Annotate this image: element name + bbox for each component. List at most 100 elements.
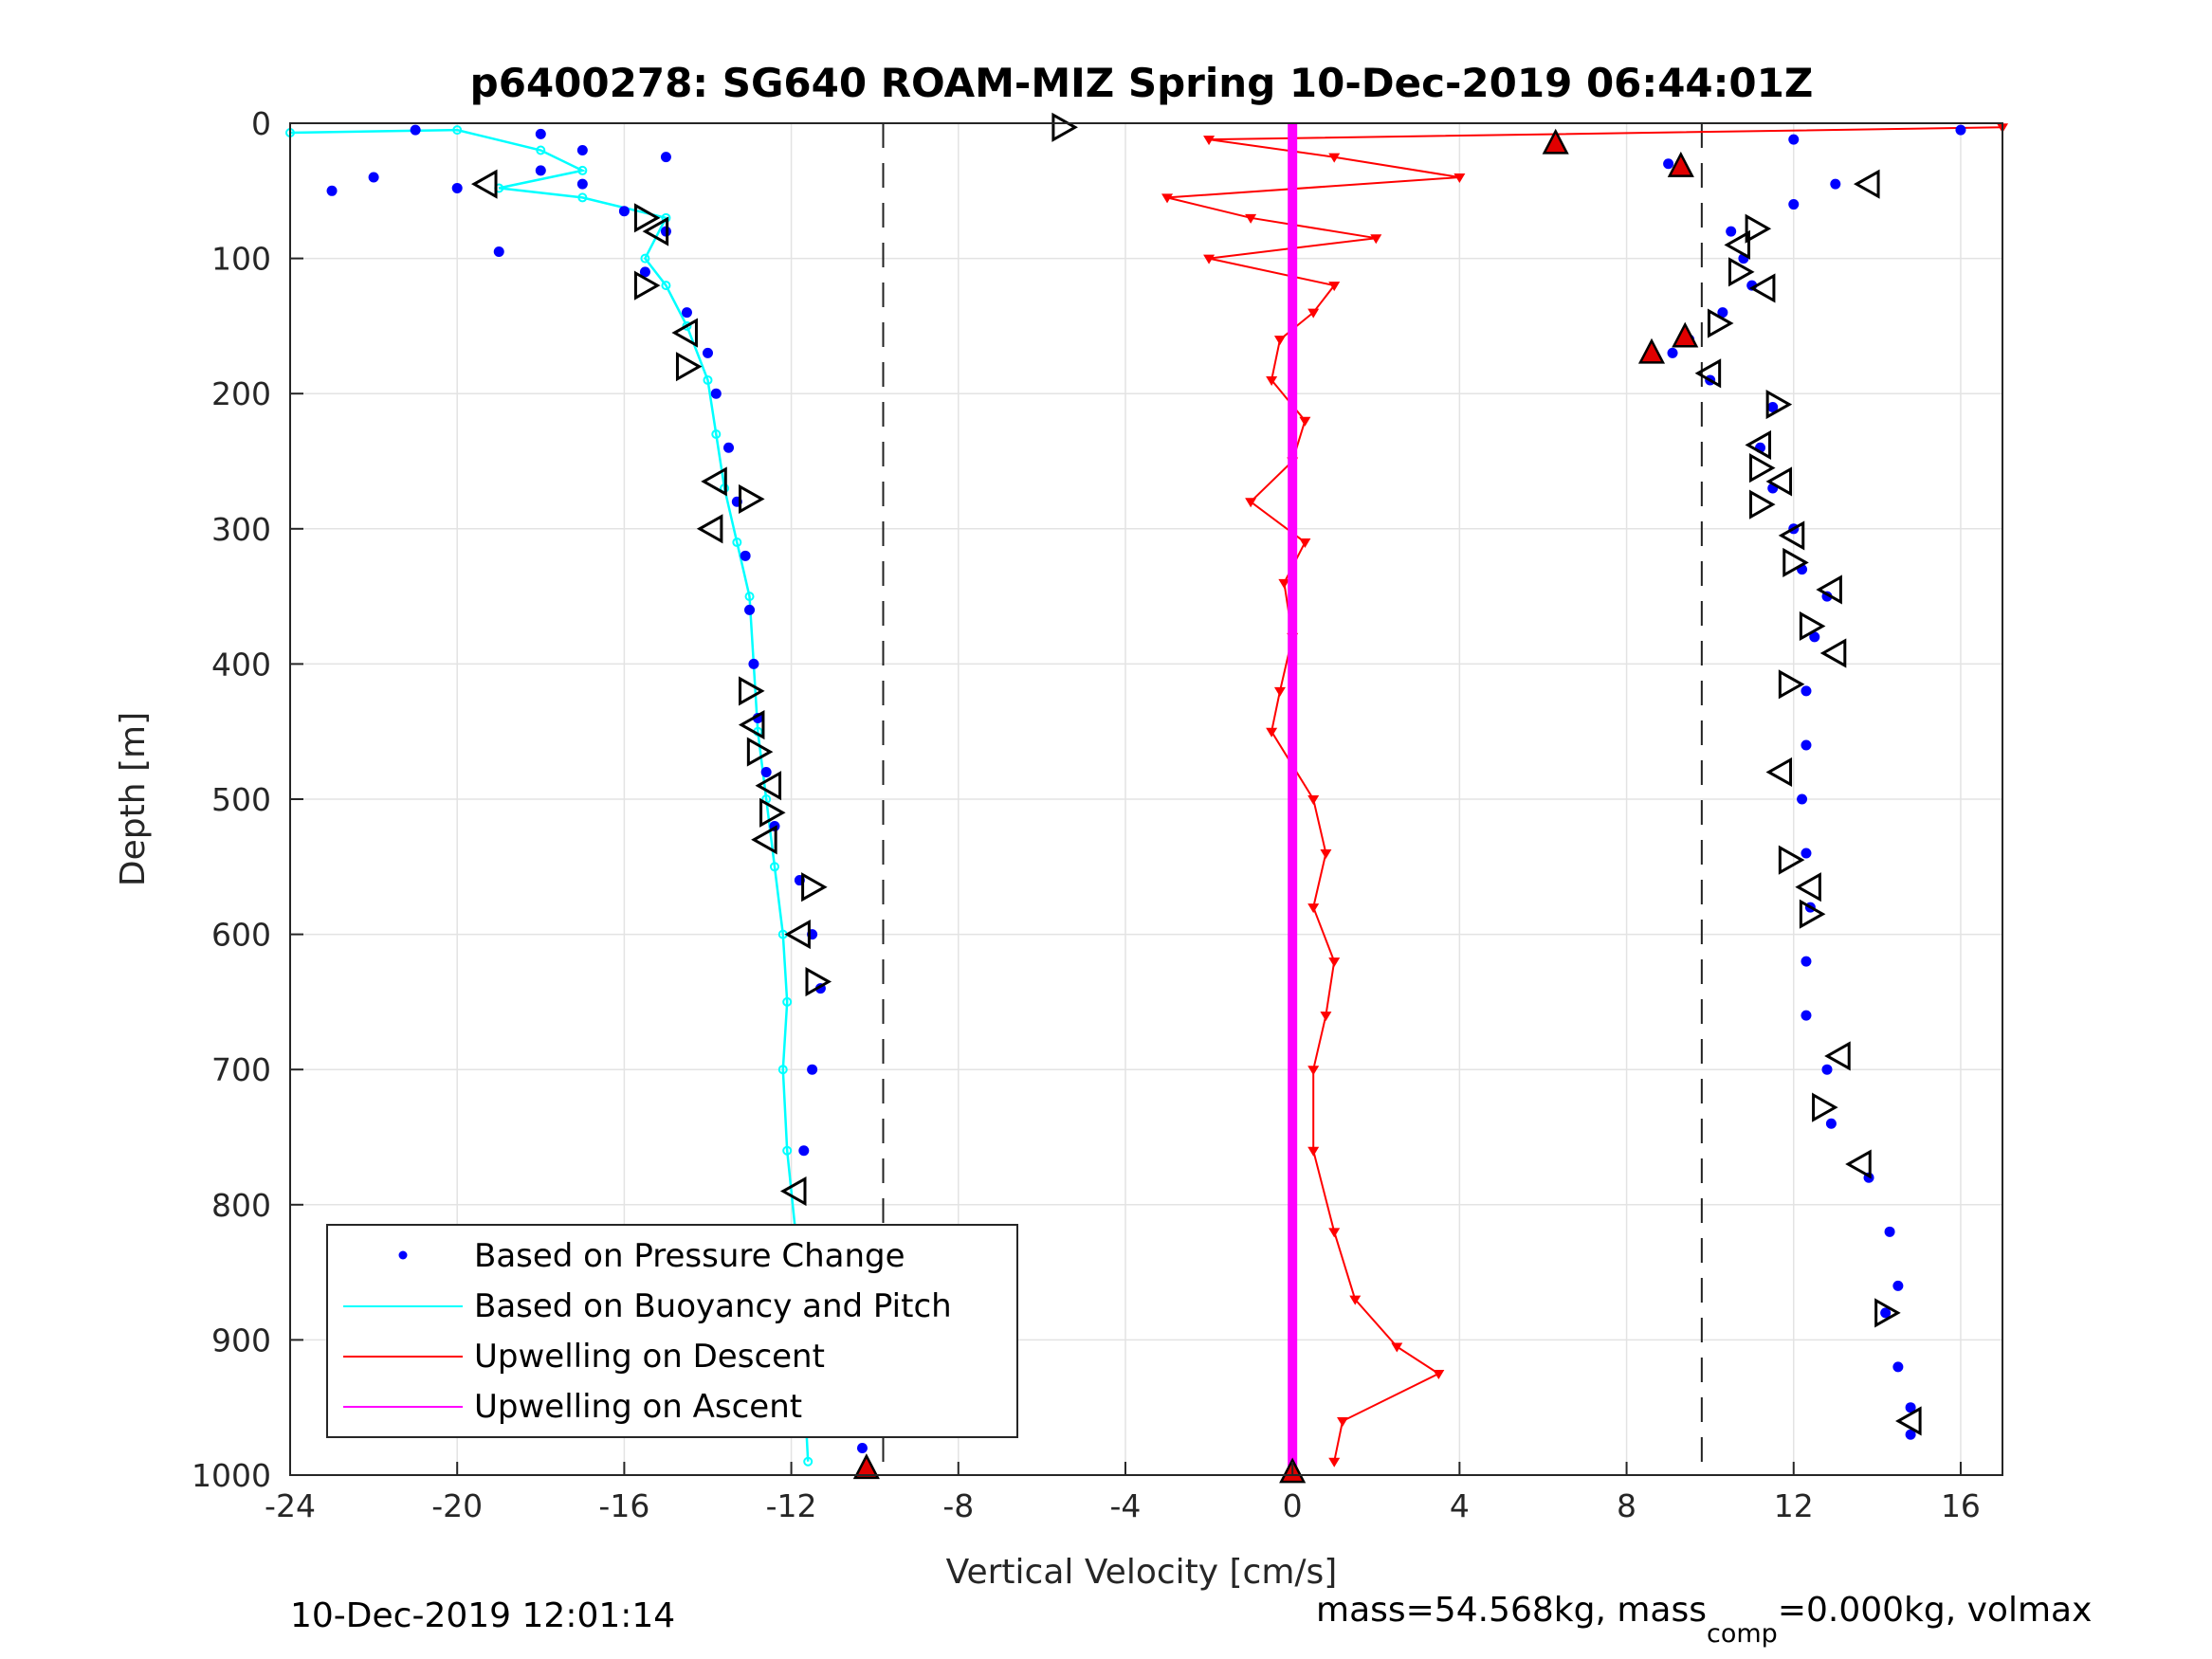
descent-point [1320,1012,1332,1022]
mode-marker [1895,1406,1922,1436]
pressure-point [1797,793,1808,805]
pressure-point [1955,124,1966,136]
descent-point [1307,308,1320,319]
x-tick-label: -4 [1110,1487,1142,1524]
descent-point [1307,795,1320,805]
y-tick-label: 500 [211,781,271,818]
pressure-point [744,604,756,615]
event-marker [852,1453,880,1480]
pressure-point [1667,347,1678,358]
mode-marker [1799,611,1826,642]
pressure-point [1905,1429,1916,1440]
buoyancy-point [744,592,755,602]
descent-point [1453,173,1466,184]
x-tick-label: -8 [942,1487,974,1524]
pressure-point [1809,631,1820,643]
legend-label-ascent: Upwelling on Ascent [474,1388,802,1426]
event-marker [1637,337,1666,364]
x-tick-label: -16 [598,1487,649,1524]
mode-marker [1724,229,1750,260]
mode-marker [1694,358,1722,389]
descent-point [1391,1342,1403,1353]
footer-mass-prefix: mass=54.568kg, mass [1316,1591,1707,1630]
legend-label-buoyancy: Based on Buoyancy and Pitch [474,1287,952,1325]
buoyancy-point [782,1145,793,1156]
pressure-point [1905,1402,1916,1413]
y-tick-label: 200 [211,375,271,412]
mode-marker [739,676,765,706]
buoyancy-point [536,145,546,155]
mode-marker [759,797,786,828]
mode-marker [1745,213,1772,244]
y-tick-label: 600 [211,917,271,954]
pressure-point [1884,1226,1895,1237]
x-tick-label: 16 [1941,1487,1981,1524]
mode-marker [1778,845,1805,875]
footer-timestamp: 10-Dec-2019 12:01:14 [290,1596,675,1635]
pressure-point [1801,685,1812,697]
mode-marker [675,352,703,382]
pressure-point [576,145,588,156]
series-line [289,128,810,1462]
mode-marker [784,920,811,950]
mode-marker [701,466,727,497]
mode-marker [1799,899,1826,929]
pressure-point [1892,1361,1904,1373]
descent-point [1161,193,1174,204]
y-tick-label: 100 [211,241,271,278]
mode-marker [470,169,498,199]
pressure-point [1821,1064,1833,1075]
mode-marker [738,709,765,740]
mode-marker [1707,308,1734,338]
footer-mass-info: mass=54.568kg, masscomp=0.000kg, volmax [1316,1591,2092,1649]
y-tick-label: 400 [211,646,271,683]
event-marker [1542,128,1569,155]
buoyancy-point [777,1065,788,1075]
pressure-point [798,1145,810,1157]
mode-marker [1749,453,1776,483]
event-marker [1667,151,1694,177]
descent-point [1273,686,1286,697]
x-axis-label: Vertical Velocity [cm/s] [946,1553,1338,1592]
descent-point [1278,578,1290,589]
mode-marker [1782,547,1809,578]
series-layer [285,123,2008,1475]
pressure-point [535,165,546,176]
pressure-point [493,246,504,257]
mode-marker [1812,1092,1838,1122]
event-marker [1672,321,1699,348]
pressure-point [1801,1010,1812,1021]
mode-marker [779,1176,807,1207]
descent-point [1203,136,1216,146]
pressure-point [576,178,588,190]
mode-marker [1748,273,1776,303]
descent-point [1328,282,1341,292]
mode-marker [1728,257,1755,287]
buoyancy-point [732,538,742,548]
buoyancy-point [640,253,650,264]
descent-point [1307,1066,1320,1076]
descent-point [1245,213,1257,224]
pressure-point [1801,848,1812,859]
pressure-point [681,307,692,319]
pressure-point [326,185,338,196]
descent-point [1337,1416,1349,1427]
buoyancy-point [452,125,463,136]
mode-marker [1816,574,1842,605]
buoyancy-point [682,320,692,331]
pressure-point [1892,1280,1904,1291]
pressure-point [618,206,630,217]
buoyancy-point [803,1456,814,1467]
mode-marker [633,203,661,233]
pressure-point [1880,1307,1892,1319]
pressure-point [451,182,463,193]
descent-point [1307,1146,1320,1157]
x-tick-label: -24 [265,1487,316,1524]
pressure-point [710,388,722,399]
descent-point [1266,375,1278,386]
pressure-point [1767,401,1779,412]
pressure-point [1788,199,1800,210]
mode-marker [1824,1041,1851,1071]
mode-marker [696,514,723,544]
mode-marker [1749,489,1776,520]
